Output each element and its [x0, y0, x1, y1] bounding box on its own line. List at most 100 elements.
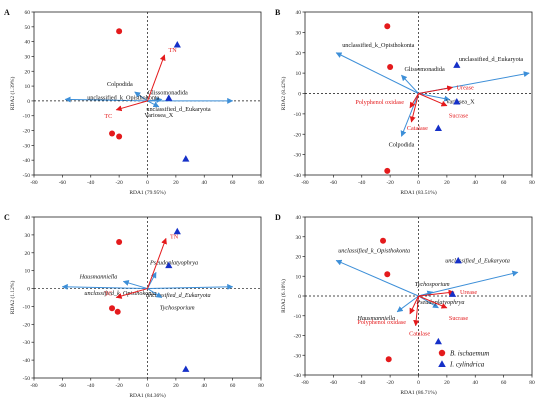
- x-tick-label: 80: [258, 180, 264, 186]
- site-point-b-ischaemum: [385, 356, 392, 363]
- x-tick-label: 20: [444, 380, 450, 386]
- y-tick-label: 40: [25, 215, 31, 221]
- y-axis-label: RDA2 (6.10%): [280, 279, 287, 313]
- species-label-hausmanniella: Hausmanniella: [79, 273, 118, 280]
- y-tick-label: -10: [294, 112, 302, 118]
- x-tick-label: 20: [173, 180, 179, 186]
- y-tick-label: 30: [296, 30, 302, 36]
- x-tick-label: 40: [202, 383, 208, 389]
- site-point-b-ischaemum: [114, 308, 121, 315]
- species-label-tychosporium: Tychosporium: [415, 281, 450, 288]
- env-label-tc: TC: [104, 291, 112, 298]
- site-point-b-ischaemum: [384, 167, 391, 174]
- site-point-b-ischaemum: [116, 133, 123, 140]
- x-axis-label: RDA1 (86.71%): [400, 389, 437, 396]
- y-axis-label: RDA2 (1.39%): [9, 77, 16, 111]
- y-tick-label: 0: [27, 99, 30, 105]
- y-tick-label: 50: [25, 25, 31, 31]
- species-label-unclassified-k-opisthokonta: unclassified_k_Opisthokonta: [338, 247, 410, 254]
- species-arrow-unclassified-k-opisthokonta: [335, 259, 419, 297]
- env-label-polyphenol-oxidase: Polyphenol oxidase: [355, 99, 404, 106]
- env-label-sucrase: Sucrase: [449, 113, 468, 120]
- y-tick-label: -40: [23, 358, 31, 364]
- site-point-b-ischaemum: [116, 28, 123, 35]
- x-tick-label: 40: [202, 180, 208, 186]
- species-arrow-unclassified-k-opisthokonta: [64, 96, 148, 103]
- legend: B. ischaemum I. cylindrica: [438, 350, 489, 369]
- site-point-i-cylindrica: [434, 337, 442, 345]
- env-label-catalase: Catalase: [407, 125, 428, 132]
- rda-panel-c: C -80 -60 -40 -20 0 20 40 60 80 -50 -40 -30 -20 -10 0 10…: [4, 213, 264, 399]
- y-tick-label: 40: [296, 10, 302, 16]
- species-label-unclassified-k-opisthokonta: unclassified_k_Opisthokonta: [87, 94, 159, 101]
- y-tick-label: -30: [23, 340, 31, 346]
- x-tick-label: 0: [146, 180, 149, 186]
- x-tick-label: 40: [473, 180, 479, 186]
- env-arrow-tn: [147, 54, 166, 102]
- x-tick-label: 80: [258, 383, 264, 389]
- x-tick-label: 40: [473, 380, 479, 386]
- species-arrow-pseudoplatyophrya: [418, 295, 439, 309]
- env-label-tn: TN: [169, 47, 178, 54]
- species-arrow-variosea-x: [418, 93, 451, 102]
- x-tick-label: 60: [230, 383, 236, 389]
- y-tick-label: 30: [296, 235, 302, 241]
- species-label-colpodida: Colpodida: [107, 81, 133, 88]
- site-point-i-cylindrica: [182, 155, 190, 162]
- x-tick-label: 0: [417, 180, 420, 186]
- site-point-b-ischaemum: [384, 271, 391, 278]
- x-tick-label: -20: [386, 380, 394, 386]
- y-tick-label: 0: [27, 287, 30, 293]
- panel-label: D: [275, 213, 281, 222]
- env-arrow-sucrase: [418, 93, 448, 107]
- y-tick-label: 40: [25, 40, 31, 46]
- site-point-b-ischaemum: [109, 130, 116, 137]
- x-tick-label: 0: [417, 380, 420, 386]
- env-arrow-urease: [418, 289, 455, 297]
- y-tick-label: -40: [294, 173, 302, 179]
- env-arrow-tn: [147, 237, 167, 289]
- x-tick-label: -40: [358, 180, 366, 186]
- site-point-i-cylindrica: [448, 290, 457, 297]
- y-tick-label: 10: [296, 274, 302, 280]
- env-arrow-tc: [115, 100, 148, 112]
- env-label-urease: Urease: [457, 84, 474, 91]
- x-tick-label: 20: [173, 383, 179, 389]
- x-tick-label: 80: [529, 380, 535, 386]
- species-arrow-unclassified-k-opisthokonta: [61, 283, 148, 290]
- x-tick-label: -80: [30, 383, 38, 389]
- y-tick-label: -40: [23, 158, 31, 164]
- x-tick-label: 60: [230, 180, 236, 186]
- y-tick-label: 20: [296, 255, 302, 261]
- y-tick-label: -10: [294, 314, 302, 320]
- y-tick-label: 40: [296, 215, 302, 221]
- site-point-i-cylindrica: [165, 261, 173, 269]
- rda-panel-a: A -80 -60 -40 -20 0 20 40 60 80 -50 -40 -30 -20 -10 0 10…: [4, 8, 264, 196]
- x-tick-label: -60: [330, 180, 338, 186]
- y-tick-label: -50: [23, 376, 31, 382]
- y-tick-label: -10: [23, 304, 31, 310]
- x-tick-label: 20: [444, 180, 450, 186]
- x-tick-label: -80: [30, 180, 38, 186]
- env-arrow-urease: [418, 85, 454, 94]
- species-label-hausmanniella: Hausmanniella: [356, 315, 395, 322]
- y-tick-label: -30: [294, 353, 302, 359]
- legend-label: I. cylindrica: [449, 361, 485, 369]
- y-tick-label: -40: [294, 373, 302, 379]
- x-tick-label: 60: [501, 180, 507, 186]
- y-tick-label: 10: [25, 84, 31, 90]
- site-point-i-cylindrica: [434, 124, 442, 132]
- y-tick-label: -20: [23, 322, 31, 328]
- legend-marker-triangle: [438, 360, 446, 368]
- y-tick-label: 10: [25, 269, 31, 275]
- x-axis-label: RDA1 (79.95%): [129, 189, 166, 196]
- x-tick-label: -40: [87, 383, 95, 389]
- species-arrow-unclassified-d-eukaryota: [147, 283, 234, 290]
- species-arrow-variosea-x: [147, 100, 160, 108]
- env-label-tc: TC: [104, 113, 112, 120]
- species-label-glissomonadida: Glissomonadida: [148, 89, 188, 96]
- y-tick-label: -20: [23, 129, 31, 135]
- y-axis-label: RDA2 (1.12%): [9, 281, 16, 315]
- x-tick-label: 0: [146, 383, 149, 389]
